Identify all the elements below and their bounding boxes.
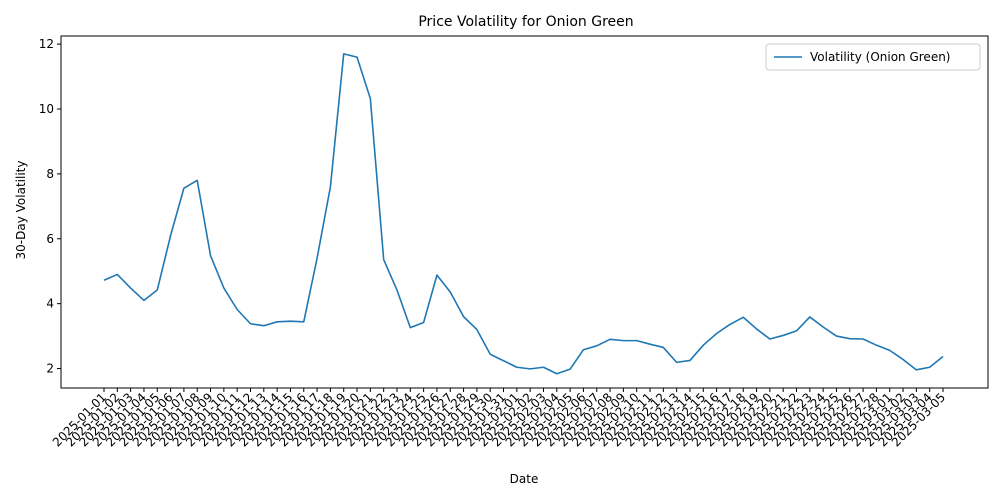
- chart-title: Price Volatility for Onion Green: [418, 14, 633, 30]
- y-tick-label: 6: [46, 232, 54, 246]
- y-tick-label: 8: [46, 167, 54, 181]
- x-axis-label: Date: [510, 472, 539, 486]
- legend-frame: [765, 43, 981, 71]
- legend: Volatility (Onion Green): [765, 43, 981, 71]
- y-tick-label: 2: [46, 362, 54, 376]
- series-line-volatility: [103, 53, 944, 375]
- y-tick-label: 12: [39, 37, 54, 51]
- y-axis-label: 30-Day Volatility: [14, 161, 28, 260]
- plot-area: [60, 35, 989, 389]
- legend-entry-volatility: Volatility (Onion Green): [810, 50, 950, 64]
- y-axis-ticks: 2 4 6 8 10 12: [39, 37, 61, 376]
- x-axis-ticks: 2025-01-012025-01-022025-01-032025-01-04…: [50, 388, 948, 449]
- y-tick-label: 10: [39, 102, 54, 116]
- plot-frame: [60, 35, 989, 389]
- y-tick-label: 4: [46, 297, 54, 311]
